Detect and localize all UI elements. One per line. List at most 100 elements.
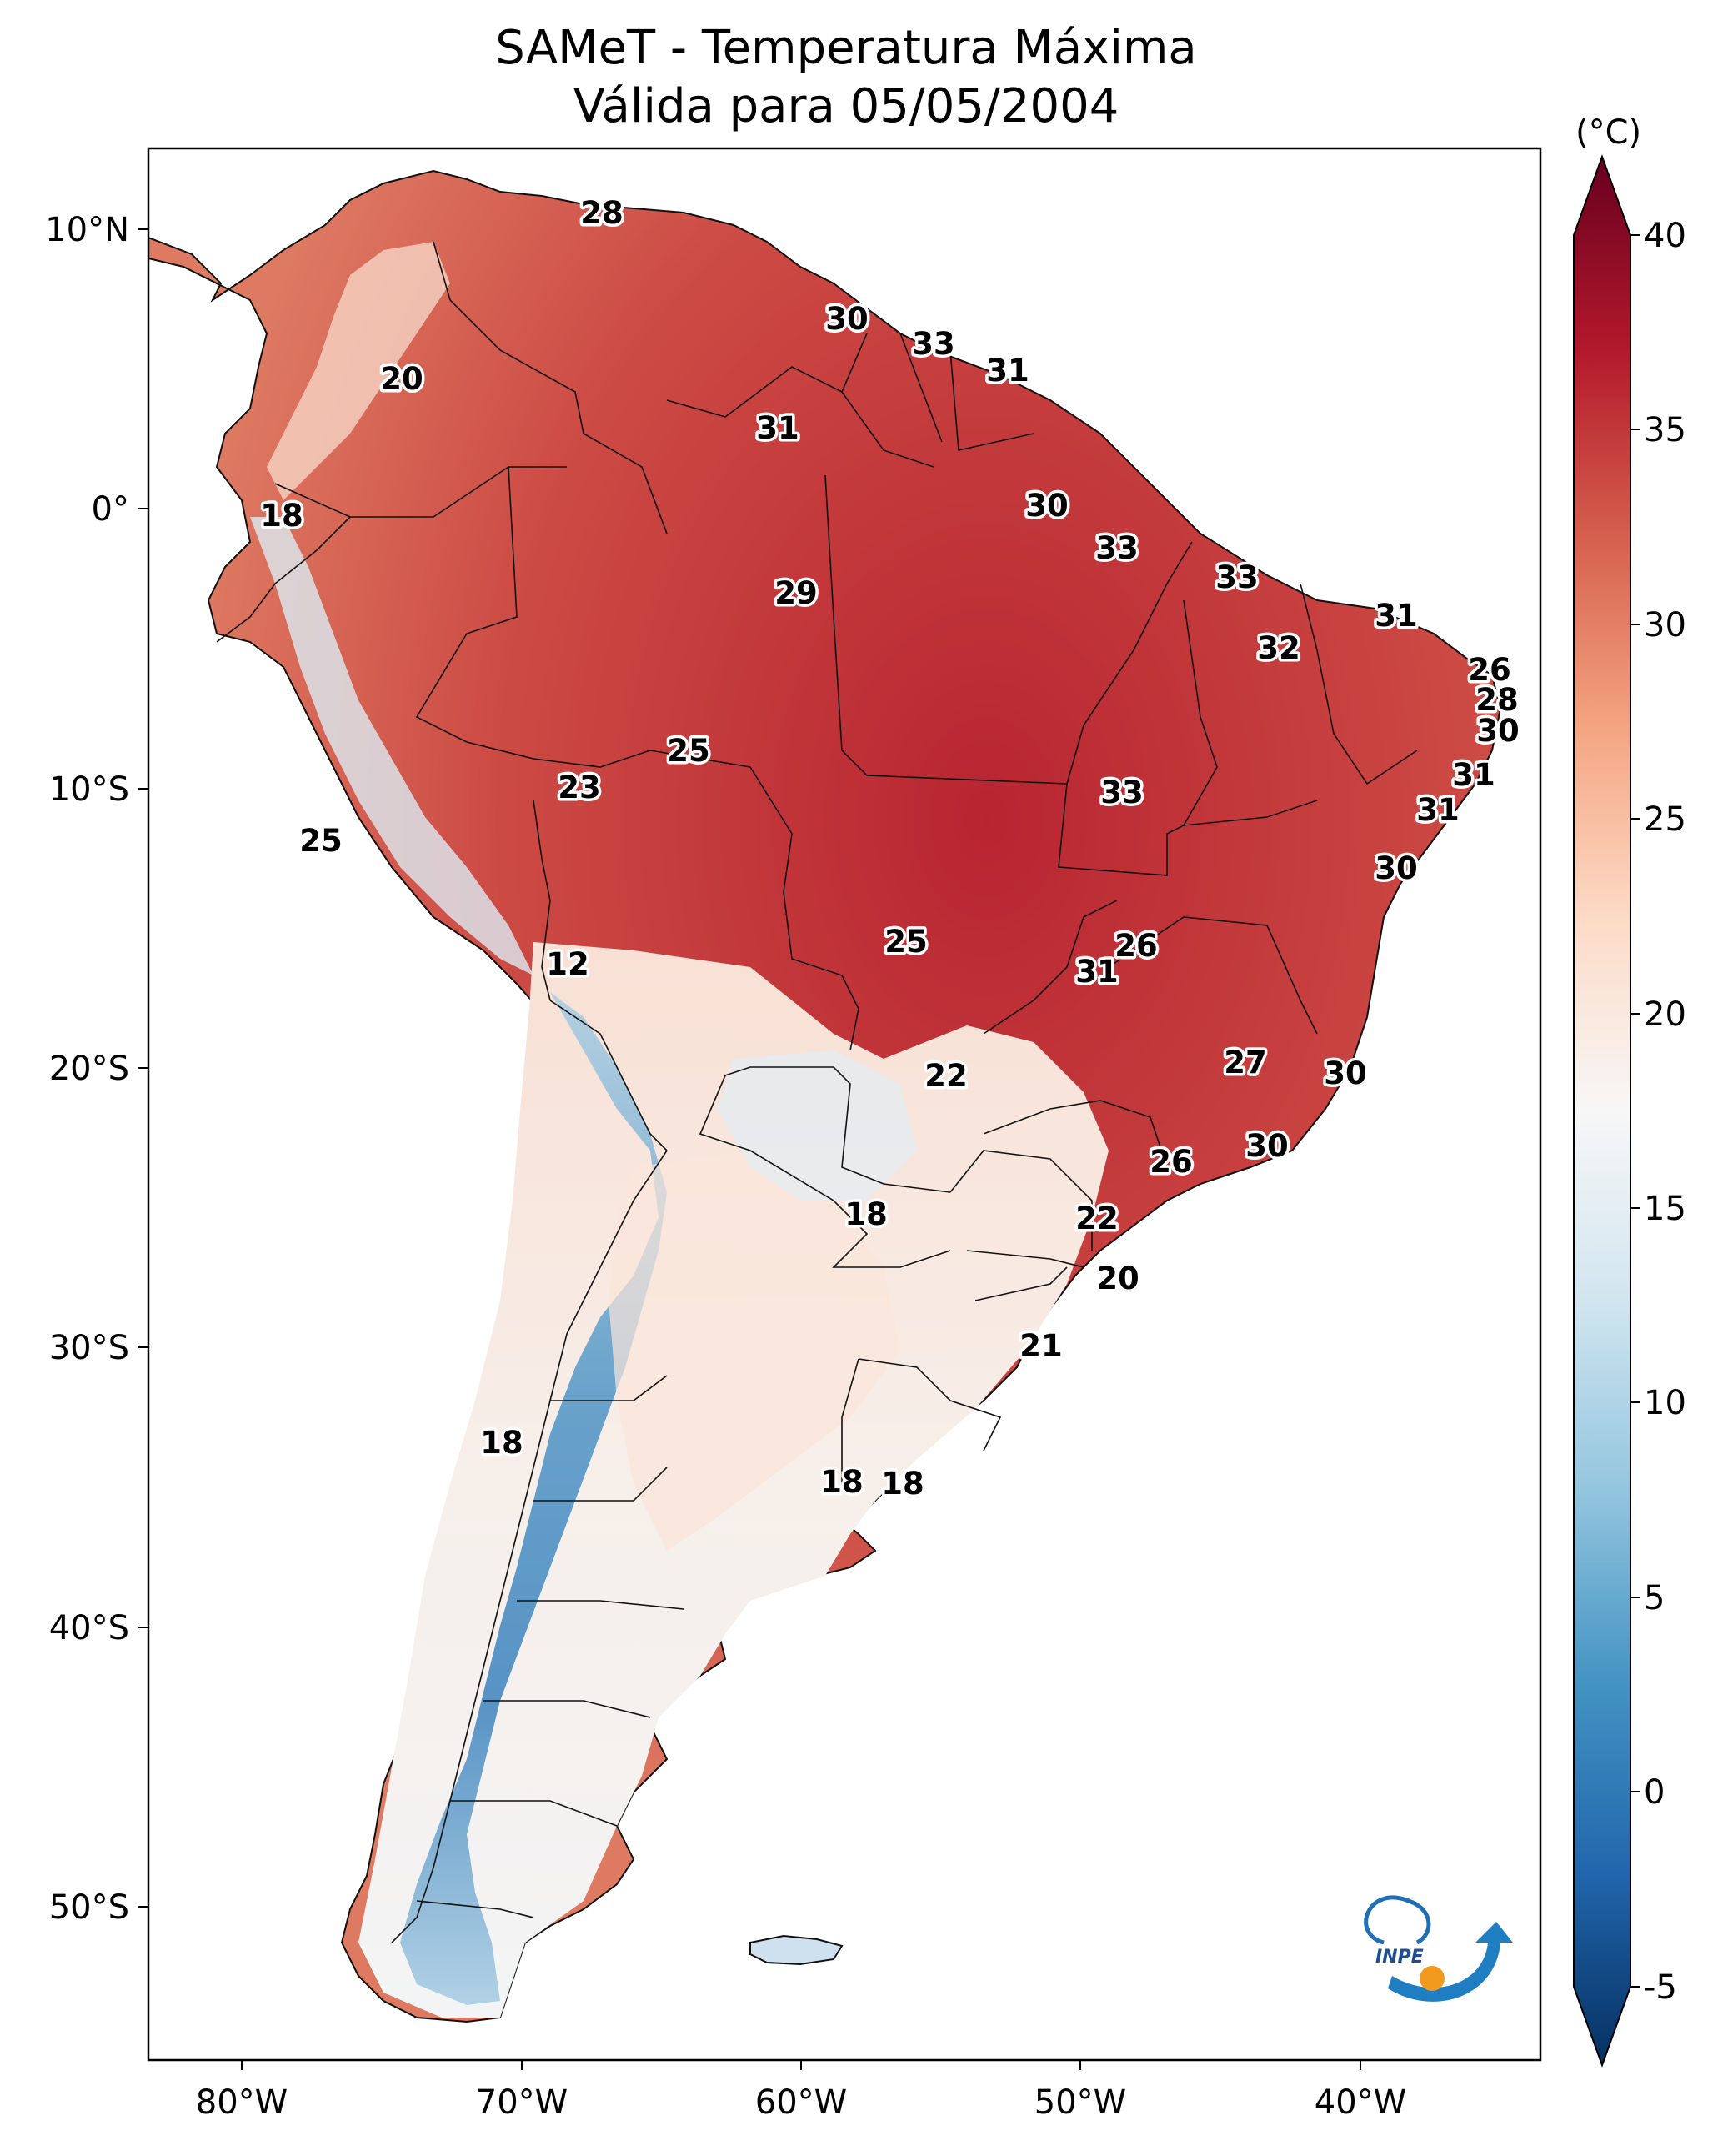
colorbar-tick-label: 10 [1644, 1384, 1686, 1422]
city-temp-label: 28 [580, 195, 624, 231]
lat-ticks [138, 228, 148, 1908]
border-ecuador-peru [216, 516, 351, 643]
border-peru-bolivia [533, 800, 551, 1001]
border-bolivia-chile [549, 1000, 668, 1151]
inpe-logo-arc [1388, 1922, 1513, 2002]
city-temp-label: 25 [299, 823, 343, 859]
city-temp-label: 33 [1100, 775, 1144, 810]
lon-labels: 80°W 70°W 60°W 50°W 40°W [196, 2083, 1406, 2122]
city-temp-label: 31 [1075, 954, 1119, 990]
city-temp-label: 18 [881, 1466, 924, 1502]
city-temp-label: 30 [1476, 713, 1520, 749]
inpe-logo-swirl [1364, 1895, 1431, 1945]
city-temp-label: 18 [820, 1464, 864, 1500]
lat-label-40s: 40°S [49, 1609, 129, 1647]
city-temp-label: 18 [260, 498, 303, 534]
colorbar-tick-label: 40 [1644, 217, 1686, 255]
colorbar-tick-label: 0 [1644, 1773, 1665, 1812]
country-borders [216, 241, 1418, 1943]
border-colombia-venezuela [433, 241, 668, 534]
border-argentina-chile [391, 1150, 668, 1943]
colorbar-tick-label: 35 [1644, 411, 1686, 449]
city-temp-label: 23 [558, 770, 601, 805]
andes-cold-band [400, 992, 667, 2005]
lon-label-60w: 60°W [755, 2083, 847, 2122]
border-bolivia-brazil [649, 750, 859, 1051]
city-temp-label: 26 [1150, 1144, 1193, 1180]
city-temp-label: 31 [1452, 757, 1495, 793]
city-temp-label: 26 [1114, 928, 1158, 964]
border-paraguay-argentina [699, 1075, 951, 1268]
city-temp-label: 30 [1324, 1055, 1367, 1091]
city-temp-label: 31 [986, 353, 1029, 389]
lat-label-0: 0° [92, 490, 129, 529]
city-temp-label: 22 [924, 1058, 968, 1094]
city-temp-label: 33 [912, 326, 955, 362]
border-guianas [841, 333, 1034, 451]
city-temp-label: 21 [1019, 1328, 1063, 1364]
colorbar-tick-label: -5 [1644, 1968, 1677, 2007]
border-argentina-provinces [416, 1375, 684, 1918]
border-peru-brazil [415, 466, 651, 768]
city-temp-label: 31 [1416, 792, 1460, 828]
border-brazil-paraguay [949, 1150, 1093, 1251]
colorbar-tick-label: 5 [1644, 1579, 1665, 1617]
northern-andes-cool [267, 242, 450, 500]
lat-labels: 10°N 0° 10°S 20°S 30°S 40°S 50°S [45, 211, 129, 1927]
border-bolivia-paraguay [724, 1066, 951, 1193]
colorbar-tick-label: 20 [1644, 995, 1686, 1034]
lat-label-20s: 20°S [49, 1050, 129, 1088]
city-temp-label: 28 [1475, 682, 1519, 718]
pampas-warm [609, 1151, 900, 1551]
peru-highlands-cold [250, 517, 533, 975]
lon-ticks [241, 2060, 1361, 2070]
map-land [148, 169, 1502, 2023]
border-brazil-states-inner [983, 900, 1318, 1168]
colorbar-ticks [1630, 234, 1640, 1988]
lat-label-10n: 10°N [45, 211, 129, 249]
map-subtitle: Válida para 05/05/2004 [573, 79, 1119, 133]
lat-label-50s: 50°S [49, 1888, 129, 1927]
city-temp-label: 31 [1375, 598, 1418, 634]
border-brazil-states-east [1183, 583, 1418, 826]
city-temp-label: 12 [546, 946, 589, 982]
city-temp-label: 26 [1468, 652, 1511, 688]
colorbar-tick-label: 30 [1644, 606, 1686, 644]
lon-label-80w: 80°W [196, 2083, 288, 2122]
city-temp-label: 25 [667, 733, 710, 769]
gran-chaco-cool [717, 1050, 917, 1201]
city-temp-label: 33 [1095, 530, 1139, 566]
city-temp-label: 20 [380, 361, 423, 397]
city-temp-label: 30 [825, 301, 869, 337]
border-brazil-uruguay [858, 1358, 1002, 1452]
border-venezuela-brazil [666, 366, 934, 468]
border-uruguay-argentina [841, 1358, 859, 1484]
lat-label-30s: 30°S [49, 1329, 129, 1367]
colorbar: -5 0 5 10 15 20 25 30 35 40 (°C) [1573, 113, 1686, 2068]
falkland-islands [749, 1934, 844, 1966]
map-title: SAMeT - Temperatura Máxima [495, 21, 1197, 75]
city-temp-label: 25 [884, 924, 928, 960]
colorbar-tick-label: 25 [1644, 800, 1686, 839]
city-temp-label: 30 [1375, 850, 1418, 886]
city-temp-label: 32 [1257, 630, 1300, 666]
border-colombia-peru [274, 466, 567, 518]
city-temp-label: 20 [1096, 1261, 1139, 1296]
inpe-logo: INPE [1364, 1895, 1513, 2002]
city-temp-label: 18 [844, 1196, 888, 1232]
colorbar-body [1573, 154, 1631, 2068]
city-temp-label: 27 [1224, 1045, 1267, 1081]
inpe-logo-text: INPE [1375, 1947, 1424, 1968]
lon-label-70w: 70°W [476, 2083, 568, 2122]
city-temp-label: 31 [756, 410, 799, 446]
map-frame [147, 147, 1542, 2062]
city-temp-label: 33 [1215, 559, 1259, 595]
colorbar-tick-label: 15 [1644, 1190, 1686, 1228]
lon-label-50w: 50°W [1034, 2083, 1126, 2122]
city-temp-label: 30 [1025, 488, 1069, 524]
city-temp-label: 22 [1075, 1201, 1119, 1236]
city-temperature-labels: 28 30 33 31 20 31 18 30 33 29 33 31 32 2… [258, 193, 1523, 1505]
city-temp-label: 18 [480, 1425, 523, 1461]
inpe-logo-sun [1420, 1966, 1445, 1991]
